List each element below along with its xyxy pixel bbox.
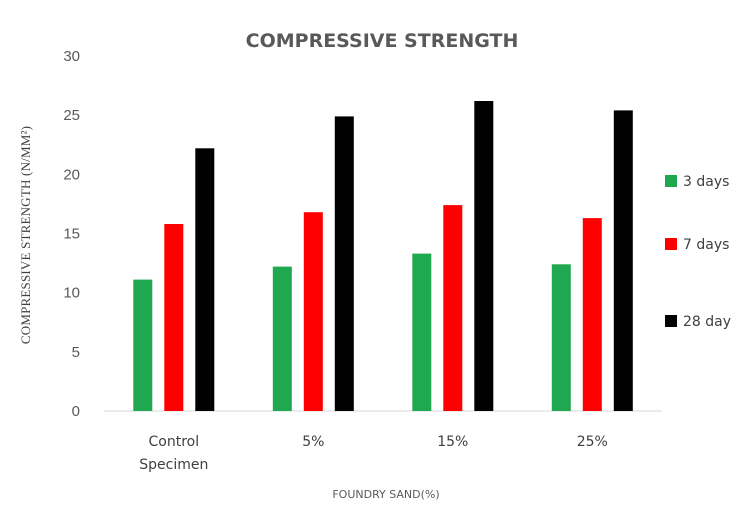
bar-3-days-0 xyxy=(133,279,153,411)
y-tick-label: 25 xyxy=(63,107,80,124)
x-tick-label: 15% xyxy=(437,434,468,450)
y-tick-label: 20 xyxy=(63,166,80,183)
bar-28-day-0 xyxy=(195,148,215,412)
y-tick-label: 30 xyxy=(63,48,80,65)
x-axis-label: FOUNDRY SAND(%) xyxy=(332,488,439,501)
legend-swatch xyxy=(665,315,677,327)
x-tick-label: Control xyxy=(148,434,199,450)
legend-label: 7 days xyxy=(683,237,729,253)
bars xyxy=(133,101,633,412)
x-tick-label: 25% xyxy=(577,434,608,450)
y-tick-label: 0 xyxy=(72,403,80,420)
y-tick-label: 10 xyxy=(63,285,80,302)
y-axis: 0 5 10 15 20 25 30 xyxy=(63,48,80,420)
y-tick-label: 5 xyxy=(72,344,80,361)
bar-7-days-0 xyxy=(164,224,184,411)
bar-28-day-1 xyxy=(334,116,354,412)
chart-title: COMPRESSIVE STRENGTH xyxy=(246,30,519,52)
y-tick-label: 15 xyxy=(63,226,80,243)
legend-swatch xyxy=(665,238,677,250)
bar-28-day-3 xyxy=(613,110,633,412)
legend-label: 28 day xyxy=(683,314,731,330)
bar-7-days-3 xyxy=(582,218,602,411)
bar-28-day-2 xyxy=(474,101,494,411)
legend-swatch xyxy=(665,175,677,187)
bar-7-days-1 xyxy=(303,212,323,411)
x-tick-labels: Control Specimen 5% 15% 25% xyxy=(139,434,608,473)
x-tick-label: Specimen xyxy=(139,457,208,473)
x-tick-label: 5% xyxy=(302,434,324,450)
legend-label: 3 days xyxy=(683,174,729,190)
legend: 3 days 7 days 28 day xyxy=(665,174,731,330)
bar-3-days-2 xyxy=(412,253,432,411)
y-axis-label: COMPRESSIVE STRENGTH (N/MM²) xyxy=(18,126,33,344)
bar-3-days-3 xyxy=(551,264,571,411)
bar-7-days-2 xyxy=(443,205,463,411)
bar-3-days-1 xyxy=(272,266,292,411)
